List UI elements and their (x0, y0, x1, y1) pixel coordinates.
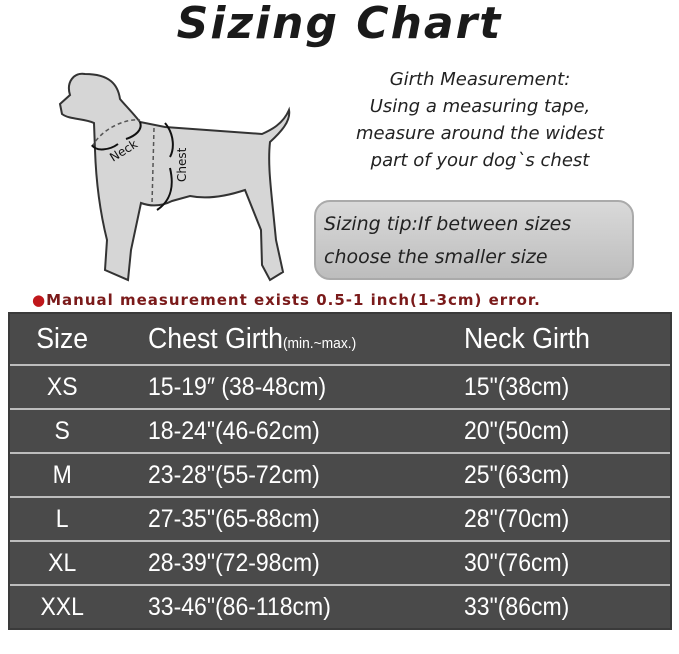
cell-neck-girth: 28"(70cm) (464, 504, 570, 533)
table-header-row: Size Chest Girth (min.~max.) Neck Girth (10, 314, 670, 364)
cell-chest-girth: 18-24"(46-62cm) (148, 416, 320, 445)
chest-measure-line (151, 127, 155, 205)
note-text: Manual measurement exists 0.5-1 inch(1-3… (46, 291, 541, 309)
size-table: Size Chest Girth (min.~max.) Neck Girth X… (8, 312, 672, 630)
table-row: M 23-28"(55-72cm) 25"(63cm) (10, 452, 670, 496)
instruction-line: measure around the widest (356, 123, 604, 144)
tip-line: choose the smaller size (324, 246, 548, 268)
cell-chest-girth: 33-46"(86-118cm) (148, 592, 331, 621)
cell-size: M (52, 460, 72, 489)
sizing-tip-box: Sizing tip:If between sizes choose the s… (314, 200, 634, 280)
cell-size: L (55, 504, 69, 533)
cell-chest-girth: 27-35"(65-88cm) (148, 504, 320, 533)
cell-chest-girth: 15-19″ (38-48cm) (148, 372, 327, 401)
table-row: L 27-35"(65-88cm) 28"(70cm) (10, 496, 670, 540)
cell-neck-girth: 25"(63cm) (464, 460, 570, 489)
dog-silhouette (58, 72, 291, 282)
girth-instructions: Girth Measurement: Using a measuring tap… (320, 66, 640, 174)
cell-chest-girth: 23-28"(55-72cm) (148, 460, 320, 489)
dog-measurement-diagram: Neck Chest (58, 72, 291, 282)
instruction-line: Using a measuring tape, (369, 96, 591, 117)
page-title: Sizing Chart (176, 0, 503, 49)
cell-neck-girth: 15"(38cm) (464, 372, 570, 401)
header-size: Size (36, 322, 89, 355)
cell-size: XXL (40, 592, 84, 621)
cell-size: XS (46, 372, 78, 401)
chest-label: Chest (175, 147, 189, 182)
table-row: XS 15-19″ (38-48cm) 15"(38cm) (10, 364, 670, 408)
cell-neck-girth: 20"(50cm) (464, 416, 570, 445)
neck-arrow-icon (91, 121, 142, 151)
header-chest-label: Chest Girth (148, 322, 283, 355)
header-chest-sub: (min.~max.) (282, 334, 357, 352)
chest-arrow-icon (156, 122, 174, 211)
table-row: S 18-24"(46-62cm) 20"(50cm) (10, 408, 670, 452)
neck-measure-line (91, 119, 141, 148)
tip-line: Sizing tip:If between sizes (324, 213, 572, 235)
bullet-icon: ● (32, 291, 47, 309)
table-row: XXL 33-46"(86-118cm) 33"(86cm) (10, 584, 670, 628)
cell-size: XL (48, 548, 77, 577)
header-neck: Neck Girth (464, 322, 591, 355)
instructions-heading: Girth Measurement: (389, 69, 571, 90)
cell-neck-girth: 30"(76cm) (464, 548, 570, 577)
cell-size: S (54, 416, 70, 445)
cell-neck-girth: 33"(86cm) (464, 592, 570, 621)
header-chest: Chest Girth (min.~max.) (148, 314, 356, 364)
error-note: ●Manual measurement exists 0.5-1 inch(1-… (32, 291, 541, 309)
table-row: XL 28-39"(72-98cm) 30"(76cm) (10, 540, 670, 584)
instruction-line: part of your dog`s chest (370, 150, 590, 171)
cell-chest-girth: 28-39"(72-98cm) (148, 548, 320, 577)
